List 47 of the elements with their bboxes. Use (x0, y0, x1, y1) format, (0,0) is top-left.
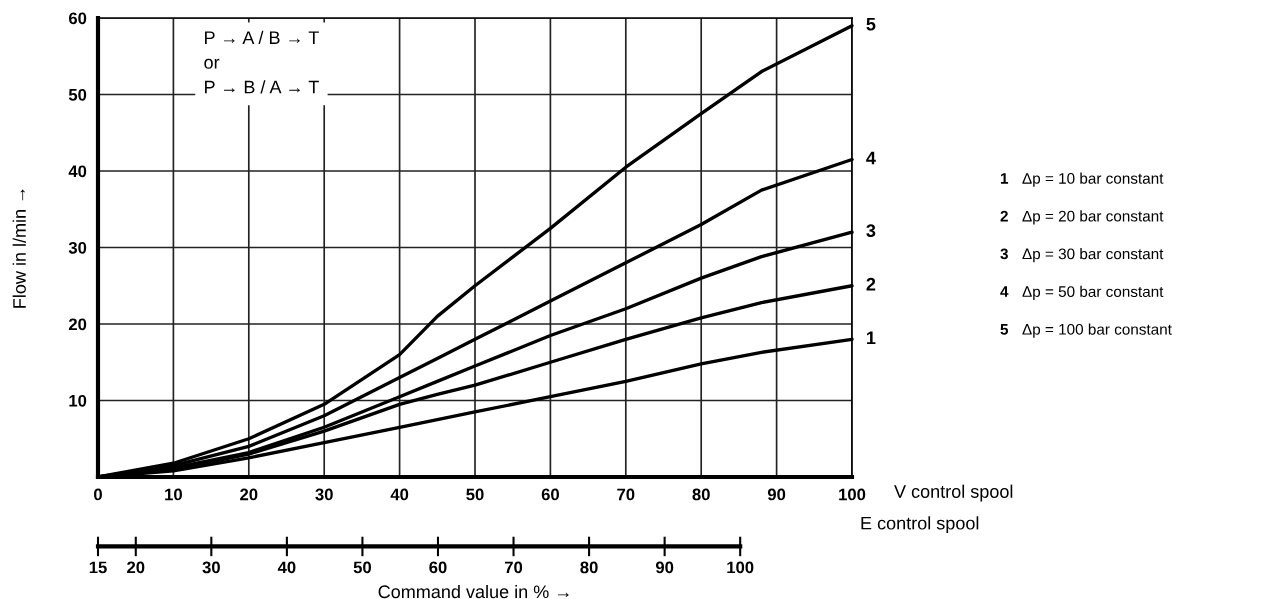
text: 3 (1000, 248, 1008, 260)
y-tick-label: 40 (68, 165, 87, 178)
text: V control spool (894, 484, 1013, 502)
y-axis-title: Flow in l/min → (12, 189, 26, 308)
x-tick-label: 50 (466, 488, 484, 501)
text: Δp = 20 bar constant (1022, 210, 1164, 225)
y-tick-label: 60 (68, 12, 87, 25)
x2-tick-label: 40 (277, 561, 296, 574)
text: 1 (1000, 173, 1009, 184)
y-tick-label: 30 (68, 241, 87, 254)
x2-tick-label: 100 (727, 561, 754, 574)
x-tick-label: 70 (617, 488, 635, 501)
x-tick-label: 20 (240, 488, 258, 501)
x2-tick-label: 50 (353, 561, 372, 574)
x-axis-title: Command value in % → (378, 584, 569, 599)
text: Δp = 10 bar constant (1022, 172, 1164, 187)
x2-tick-label: 30 (202, 561, 220, 574)
series-label: 4 (866, 151, 876, 165)
y-tick-label: 50 (68, 88, 87, 101)
y-tick-label: 20 (68, 318, 87, 331)
text: Δp = 30 bar constant (1022, 248, 1164, 263)
x-tick-label: 40 (390, 488, 409, 501)
x-tick-label: 90 (767, 488, 786, 501)
series-label: 5 (866, 17, 876, 31)
x2-tick-label: 60 (429, 561, 447, 574)
text: 2 (1000, 210, 1008, 222)
text: Δp = 100 bar constant (1022, 323, 1172, 338)
x2-tick-label: 90 (655, 561, 674, 574)
x-tick-label: 10 (165, 488, 182, 501)
annotation: P → A / B → T or P → B / A → T (204, 30, 319, 94)
x2-tick-label: 15 (89, 561, 107, 574)
text: Δp = 50 bar constant (1022, 285, 1164, 301)
x2-tick-label: 20 (127, 561, 145, 574)
series-label: 2 (866, 277, 876, 291)
series-label: 1 (867, 331, 876, 344)
text: 5 (1000, 324, 1009, 335)
x2-tick-label: 80 (580, 561, 598, 574)
series-label: 3 (866, 224, 876, 238)
x2-tick-label: 70 (504, 561, 523, 574)
x-tick-label: 30 (315, 488, 333, 501)
x-tick-label: 60 (541, 488, 559, 501)
x-tick-label: 80 (692, 488, 710, 501)
x-tick-label: 100 (839, 488, 866, 501)
x-tick-label: 0 (94, 488, 102, 501)
y-tick-label: 10 (69, 394, 87, 407)
x2-axis-title: E control spool (861, 516, 979, 534)
text: 4 (1000, 286, 1009, 297)
